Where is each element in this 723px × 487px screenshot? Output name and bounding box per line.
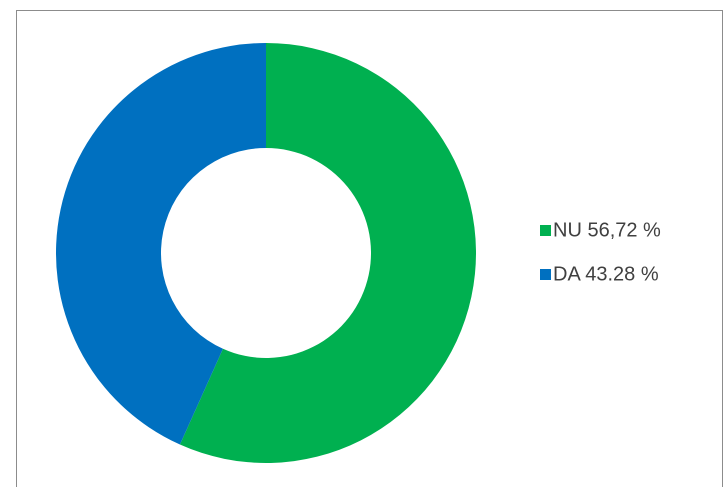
donut-slice xyxy=(179,43,476,464)
legend-swatch xyxy=(540,225,551,236)
legend-label: NU 56,72 % xyxy=(553,219,661,241)
donut-slice xyxy=(55,43,266,445)
legend-swatch xyxy=(540,269,551,280)
legend-label: DA 43.28 % xyxy=(553,263,659,285)
